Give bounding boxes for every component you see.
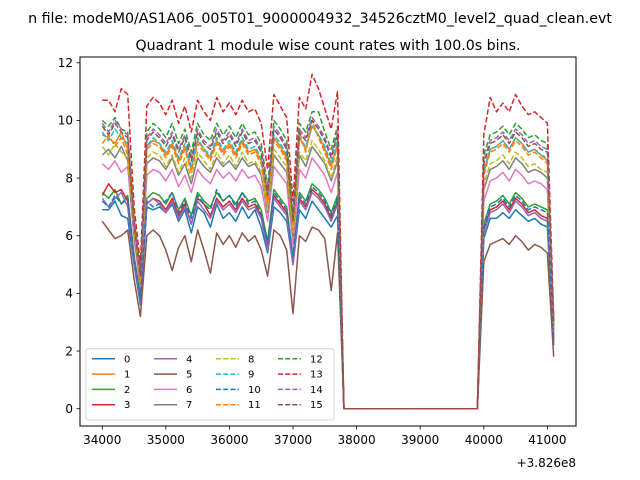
plot-frame (79, 56, 577, 427)
legend-label-0: 0 (124, 354, 130, 365)
legend-label-6: 6 (186, 385, 192, 396)
y-tick-label: 10 (58, 114, 73, 128)
y-tick-label: 12 (58, 56, 73, 70)
series-line-5 (101, 220, 555, 410)
y-tick-label: 0 (65, 402, 73, 416)
legend-label-13: 13 (310, 370, 323, 381)
x-tick-label: 36000 (210, 433, 248, 447)
x-tick-label: 38000 (338, 433, 376, 447)
series-line-8 (101, 139, 555, 410)
chart-title: Quadrant 1 module wise count rates with … (135, 38, 520, 54)
series-line-0 (102, 200, 555, 410)
legend-label-1: 1 (124, 370, 130, 381)
legend-label-10: 10 (248, 385, 261, 396)
x-axis: 34000 35000 36000 37000 38000 39000 40000 41000 (83, 426, 566, 447)
legend-label-9: 9 (248, 370, 254, 381)
x-offset-label: +3.826e8 (517, 456, 576, 470)
legend-label-7: 7 (186, 400, 192, 411)
legend-label-15: 15 (310, 400, 323, 411)
legend-label-12: 12 (310, 354, 323, 365)
y-tick-label: 2 (65, 344, 73, 358)
series-layer (101, 73, 555, 410)
y-tick-label: 4 (65, 287, 73, 301)
legend-box (85, 348, 335, 421)
series-line-14 (101, 116, 555, 410)
y-axis: 0 2 4 6 8 10 12 (58, 56, 80, 416)
series-line-12 (101, 111, 555, 410)
series-line-15 (101, 119, 555, 410)
figure-suptitle: n file: modeM0/AS1A06_005T01_9000004932_… (28, 11, 612, 27)
x-tick-label: 39000 (401, 433, 439, 447)
series-line-6 (101, 157, 555, 410)
series-line-10 (101, 185, 555, 410)
legend-label-11: 11 (248, 400, 261, 411)
series-line-2 (101, 183, 555, 410)
legend-label-14: 14 (310, 385, 323, 396)
legend-label-8: 8 (248, 354, 254, 365)
legend-label-5: 5 (186, 370, 192, 381)
x-tick-label: 40000 (465, 433, 503, 447)
legend-label-3: 3 (124, 400, 130, 411)
series-line-11 (101, 119, 555, 410)
series-line-13 (102, 73, 555, 410)
x-tick-label: 34000 (83, 433, 121, 447)
x-tick-label: 35000 (147, 433, 185, 447)
legend-label-2: 2 (124, 385, 130, 396)
x-tick-label: 37000 (274, 433, 312, 447)
x-tick-label: 41000 (528, 433, 566, 447)
y-tick-label: 6 (65, 229, 73, 243)
y-tick-label: 8 (65, 171, 73, 185)
legend-label-4: 4 (186, 354, 192, 365)
